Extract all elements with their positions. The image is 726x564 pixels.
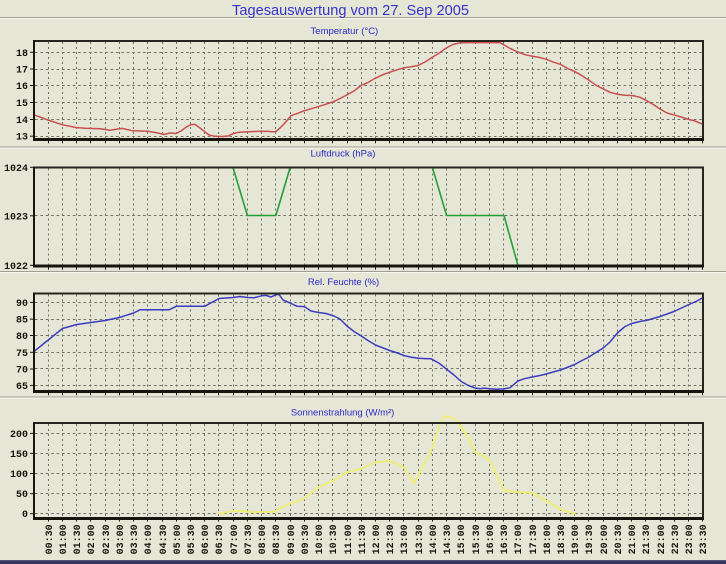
svg-text:16:30: 16:30 <box>500 524 511 554</box>
svg-text:01:00: 01:00 <box>59 524 70 554</box>
svg-text:17: 17 <box>16 66 28 77</box>
svg-text:07:00: 07:00 <box>230 524 241 554</box>
svg-text:12:00: 12:00 <box>372 524 383 554</box>
svg-text:21:30: 21:30 <box>642 524 653 554</box>
svg-text:Temperatur (°C): Temperatur (°C) <box>311 26 379 37</box>
svg-text:85: 85 <box>16 316 28 327</box>
svg-text:06:00: 06:00 <box>201 524 212 554</box>
svg-text:05:00: 05:00 <box>173 524 184 554</box>
svg-text:02:00: 02:00 <box>87 524 98 554</box>
svg-text:08:00: 08:00 <box>258 524 269 554</box>
svg-text:18:30: 18:30 <box>557 524 568 554</box>
svg-text:20:00: 20:00 <box>600 524 611 554</box>
svg-text:1022: 1022 <box>4 262 28 273</box>
svg-text:19:30: 19:30 <box>585 524 596 554</box>
svg-text:12:30: 12:30 <box>386 524 397 554</box>
svg-text:04:30: 04:30 <box>159 524 170 554</box>
svg-text:02:30: 02:30 <box>102 524 113 554</box>
svg-text:14:00: 14:00 <box>429 524 440 554</box>
svg-text:15:30: 15:30 <box>472 524 483 554</box>
svg-text:09:30: 09:30 <box>301 524 312 554</box>
svg-text:13: 13 <box>16 133 28 144</box>
svg-text:17:30: 17:30 <box>529 524 540 554</box>
svg-text:90: 90 <box>16 299 28 310</box>
svg-text:200: 200 <box>10 430 28 441</box>
svg-text:22:30: 22:30 <box>671 524 682 554</box>
svg-text:07:30: 07:30 <box>244 524 255 554</box>
svg-text:100: 100 <box>10 470 28 481</box>
svg-text:16: 16 <box>16 82 28 93</box>
svg-text:18: 18 <box>16 49 28 60</box>
svg-text:80: 80 <box>16 332 28 343</box>
svg-text:06:30: 06:30 <box>215 524 226 554</box>
svg-text:14:30: 14:30 <box>443 524 454 554</box>
svg-text:11:00: 11:00 <box>344 524 355 554</box>
svg-text:Tagesauswertung vom 27. Sep 20: Tagesauswertung vom 27. Sep 2005 <box>232 3 469 19</box>
svg-text:15:00: 15:00 <box>457 524 468 554</box>
svg-text:Sonnenstrahlung (W/m²): Sonnenstrahlung (W/m²) <box>291 407 394 418</box>
svg-text:00:30: 00:30 <box>45 524 56 554</box>
svg-text:03:00: 03:00 <box>116 524 127 554</box>
svg-text:50: 50 <box>16 490 28 501</box>
svg-text:21:00: 21:00 <box>628 524 639 554</box>
svg-text:10:30: 10:30 <box>329 524 340 554</box>
svg-text:23:30: 23:30 <box>699 524 710 554</box>
svg-text:05:30: 05:30 <box>187 524 198 554</box>
svg-text:0: 0 <box>22 510 28 521</box>
svg-text:1023: 1023 <box>4 212 28 223</box>
svg-text:13:00: 13:00 <box>400 524 411 554</box>
svg-text:19:00: 19:00 <box>571 524 582 554</box>
svg-text:10:00: 10:00 <box>315 524 326 554</box>
svg-text:70: 70 <box>16 366 28 377</box>
svg-text:04:00: 04:00 <box>144 524 155 554</box>
svg-text:03:30: 03:30 <box>130 524 141 554</box>
svg-text:16:00: 16:00 <box>486 524 497 554</box>
svg-text:14: 14 <box>16 116 28 127</box>
svg-text:65: 65 <box>16 382 28 393</box>
svg-text:01:30: 01:30 <box>73 524 84 554</box>
svg-text:1024: 1024 <box>4 164 28 175</box>
svg-text:Rel. Feuchte (%): Rel. Feuchte (%) <box>308 277 379 288</box>
svg-text:22:00: 22:00 <box>657 524 668 554</box>
svg-text:Luftdruck (hPa): Luftdruck (hPa) <box>311 148 376 159</box>
svg-text:17:00: 17:00 <box>514 524 525 554</box>
svg-text:75: 75 <box>16 349 28 360</box>
svg-text:11:30: 11:30 <box>358 524 369 554</box>
svg-text:150: 150 <box>10 450 28 461</box>
svg-text:09:00: 09:00 <box>287 524 298 554</box>
svg-text:08:30: 08:30 <box>272 524 283 554</box>
svg-text:18:00: 18:00 <box>543 524 554 554</box>
svg-text:13:30: 13:30 <box>415 524 426 554</box>
svg-text:20:30: 20:30 <box>614 524 625 554</box>
svg-text:23:00: 23:00 <box>685 524 696 554</box>
svg-text:15: 15 <box>16 99 28 110</box>
